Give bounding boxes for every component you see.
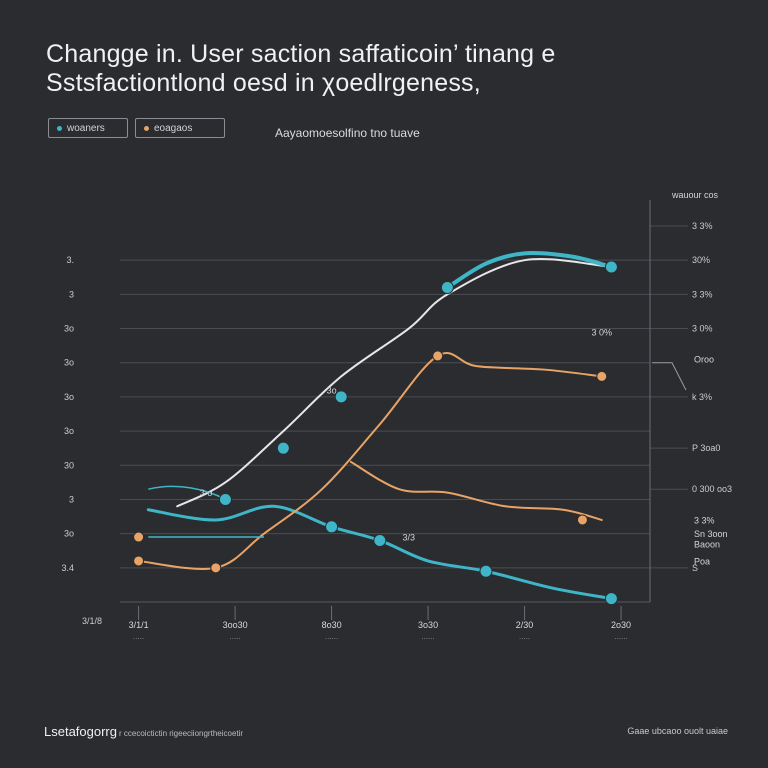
chart-title: Changge in. User saction saffaticoin’ ti… — [46, 40, 746, 98]
series-line-woaners — [176, 258, 613, 508]
legend-item-eoagaos[interactable]: eoagaos — [135, 118, 225, 138]
data-point-marker — [334, 390, 348, 404]
right-tick-label: P 3oa0 — [692, 443, 720, 453]
right-tick-label: 3 3% — [692, 221, 713, 231]
right-axis-title: wauour cos — [671, 190, 719, 200]
x-tick-sublabel: ..... — [133, 632, 144, 641]
data-point-marker — [373, 533, 387, 547]
y-tick-label: 3.4 — [61, 563, 74, 573]
series-line-teal-upper — [445, 251, 614, 290]
x-tick-sublabel: ..... — [230, 632, 241, 641]
data-point-marker — [133, 555, 145, 567]
y-tick-label: 3o — [64, 324, 74, 334]
data-point-marker — [432, 350, 444, 362]
data-label: 3 0% — [591, 327, 612, 337]
footer-credit: Gaae ubcaoo ouolt uaiae — [627, 726, 728, 736]
data-point-marker — [218, 492, 232, 506]
x-tick-sublabel: ...... — [325, 632, 338, 641]
footer-source-note: r ccecoictictin rigeeciiongrtheicoetir — [119, 729, 244, 738]
series-line-teal-start — [148, 485, 226, 501]
right-tick-label: 3 0% — [692, 324, 713, 334]
x-tick-label: 2/30 — [516, 620, 534, 630]
y-tick-label: 3o — [64, 392, 74, 402]
data-point-marker — [596, 370, 608, 382]
series-line-teal-lower — [146, 504, 613, 601]
x-tick-sublabel: ..... — [519, 632, 530, 641]
y-tick-label: 3o — [64, 529, 74, 539]
footer-source-main: Lsetafogorrg — [44, 724, 117, 739]
right-tick-label: 3 3% — [692, 289, 713, 299]
legend-label: woaners — [67, 122, 105, 134]
data-label: Baoon — [694, 539, 720, 549]
y-tick-label: 3 — [69, 494, 74, 504]
x-tick-sublabel: ...... — [421, 632, 434, 641]
legend-label: eoagaos — [154, 122, 193, 134]
data-point-marker — [440, 281, 454, 295]
series-line-orange-lower — [349, 460, 603, 521]
data-label: Sn 3oon — [694, 529, 728, 539]
chart-title-line1: Changge in. User saction saffaticoin’ ti… — [46, 40, 556, 68]
x-tick-label: 2o30 — [611, 620, 631, 630]
data-point-marker — [325, 520, 339, 534]
data-point-marker — [604, 260, 618, 274]
x-tick-label: 3o30 — [418, 620, 438, 630]
data-point-marker — [479, 564, 493, 578]
right-tick-label: 30% — [692, 255, 710, 265]
legend-swatch-orange — [144, 125, 149, 131]
legend-swatch-teal — [57, 125, 62, 131]
data-point-marker — [133, 531, 145, 543]
data-point-marker — [576, 514, 588, 526]
data-label: Poa — [694, 556, 710, 566]
data-point-marker — [210, 562, 222, 574]
footer-source: Lsetafogorrg r ccecoictictin rigeeciiongr… — [44, 724, 243, 739]
data-point-marker — [604, 592, 618, 606]
y-tick-label: 3o — [64, 426, 74, 436]
data-point-marker — [276, 441, 290, 455]
x-tick-label: 3/1/1 — [129, 620, 149, 630]
data-label: 3o — [327, 385, 337, 395]
right-tick-label: 0 300 oo3 — [692, 484, 732, 494]
chart-annotation: Aayaomoesolfino tno tuave — [275, 126, 420, 140]
y-tick-label: 30 — [64, 460, 74, 470]
y-tick-label: 3. — [66, 255, 74, 265]
legend-item-woaners[interactable]: woaners — [48, 118, 128, 138]
data-label: 3/3 — [403, 532, 416, 542]
series-line-eoagaos — [137, 352, 603, 570]
data-label: Oroo — [694, 355, 714, 365]
x-axis-start-label: 3/1/8 — [82, 616, 102, 626]
right-tick-label: k 3% — [692, 392, 712, 402]
y-tick-label: 3o — [64, 358, 74, 368]
data-label: 3 o — [200, 488, 213, 498]
right-tick-label: S — [692, 563, 698, 573]
x-tick-label: 8o30 — [322, 620, 342, 630]
annotation-bracket — [652, 362, 687, 391]
x-tick-label: 3oo30 — [223, 620, 248, 630]
data-label: 3 3% — [694, 515, 715, 525]
x-tick-sublabel: ...... — [614, 632, 627, 641]
y-tick-label: 3 — [69, 289, 74, 299]
chart-title-line2: Sstsfactiontlond oesd in χoedlrgeness, — [46, 69, 481, 97]
